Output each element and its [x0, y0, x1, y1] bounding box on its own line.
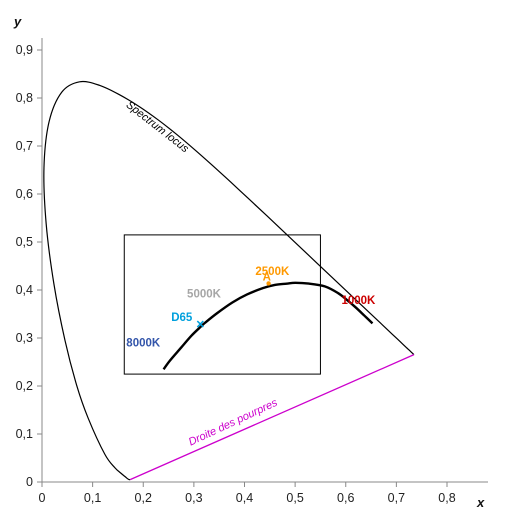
- y-tick-label: 0,3: [16, 331, 33, 345]
- d65-marker: [196, 320, 204, 328]
- illuminant-a-label: A: [263, 271, 271, 283]
- annotations: Spectrum locus Droite des pourpres 1000K 25…: [124, 99, 376, 448]
- spectrum-curve: [43, 80, 415, 481]
- y-tick-label: 0,1: [16, 427, 33, 441]
- x-axis-title: x: [476, 495, 485, 510]
- y-tick-labels: 0 0,1 0,2 0,3 0,4 0,5 0,6 0,7 0,8 0,9: [16, 43, 42, 489]
- x-tick-label: 0,8: [438, 491, 455, 505]
- zoom-rectangle: [123, 234, 321, 375]
- x-tick-label: 0,1: [84, 491, 101, 505]
- temperature-label-k8000: 8000K: [126, 338, 161, 350]
- y-tick-label: 0,5: [16, 235, 33, 249]
- y-tick-label: 0: [26, 475, 33, 489]
- x-tick-label: 0,7: [388, 491, 405, 505]
- illuminant-a-marker: [266, 281, 271, 286]
- planckian-curve: [162, 281, 374, 371]
- x-tick-labels: 0 0,1 0,2 0,3 0,4 0,5 0,6 0,7 0,8: [39, 482, 456, 505]
- plot-area: [43, 80, 415, 481]
- y-axis-title: y: [13, 14, 22, 29]
- y-tick-label: 0,2: [16, 379, 33, 393]
- axes: [41, 38, 488, 483]
- x-tick-label: 0: [39, 491, 46, 505]
- temperature-label-k1000: 1000K: [341, 295, 376, 307]
- d65-label: D65: [171, 312, 193, 324]
- y-tick-label: 0,8: [16, 91, 33, 105]
- y-tick-label: 0,4: [16, 283, 33, 297]
- x-tick-label: 0,5: [286, 491, 303, 505]
- purple-line-label: Droite des pourpres: [187, 397, 280, 449]
- spectrum-locus-label: Spectrum locus: [124, 99, 192, 155]
- temperature-label-k5000: 5000K: [187, 289, 222, 301]
- y-tick-label: 0,9: [16, 43, 33, 57]
- y-tick-label: 0,7: [16, 139, 33, 153]
- purple-line-curve: [129, 354, 415, 481]
- y-tick-label: 0,6: [16, 187, 33, 201]
- x-tick-label: 0,6: [337, 491, 354, 505]
- temperature-label-k2500: 2500K: [255, 266, 290, 278]
- x-tick-label: 0,3: [185, 491, 202, 505]
- x-tick-label: 0,2: [135, 491, 152, 505]
- x-tick-label: 0,4: [236, 491, 253, 505]
